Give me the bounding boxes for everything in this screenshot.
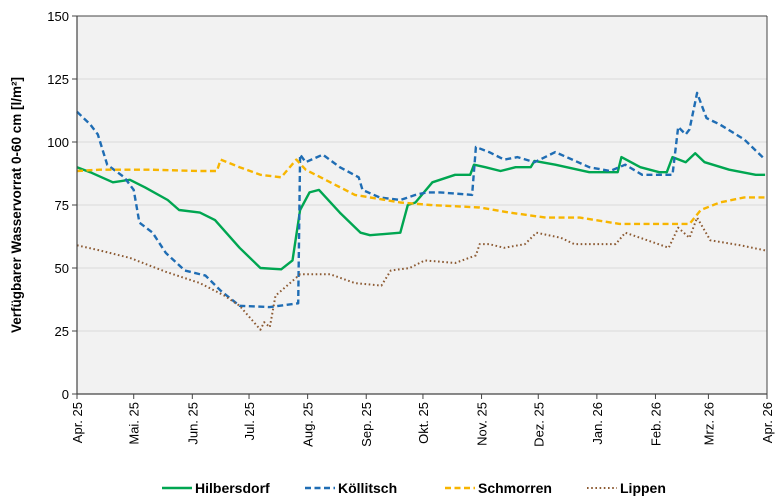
x-tick-label: Mai. 25 (127, 402, 142, 445)
legend-label: Schmorren (478, 480, 552, 496)
x-tick-label: Dez. 25 (531, 402, 546, 447)
x-tick-label: Nov. 25 (475, 402, 490, 446)
y-tick-label: 75 (55, 198, 69, 213)
x-tick-label: Sep. 25 (359, 402, 374, 447)
legend-label: Lippen (620, 480, 666, 496)
y-tick-label: 100 (47, 135, 69, 150)
y-tick-label: 150 (47, 9, 69, 24)
y-tick-label: 125 (47, 72, 69, 87)
series-line-köllitsch (76, 91, 766, 309)
x-tick-label: Jan. 26 (590, 402, 605, 445)
y-tick-label: 0 (62, 387, 69, 402)
series-line-schmorren (76, 158, 766, 226)
x-tick-label: Aug. 25 (301, 402, 316, 447)
x-tick-label: Feb. 26 (648, 402, 663, 446)
series-line-lippen (76, 216, 766, 331)
y-tick-label: 50 (55, 261, 69, 276)
legend-label: Köllitsch (338, 480, 397, 496)
x-tick-label: Okt. 25 (416, 402, 431, 444)
y-axis-label: Verfügbarer Wasservorrat 0-60 cm [l/m²] (9, 77, 24, 333)
y-tick-label: 25 (55, 324, 69, 339)
x-tick-label: Jun. 25 (185, 402, 200, 445)
x-tick-label: Apr. 25 (70, 402, 85, 443)
x-tick-label: Apr. 26 (760, 402, 775, 443)
x-tick-label: Jul. 25 (242, 402, 257, 440)
x-tick-label: Mrz. 26 (701, 402, 716, 445)
series-line-hilbersdorf (76, 152, 766, 271)
legend-label: Hilbersdorf (195, 480, 270, 496)
